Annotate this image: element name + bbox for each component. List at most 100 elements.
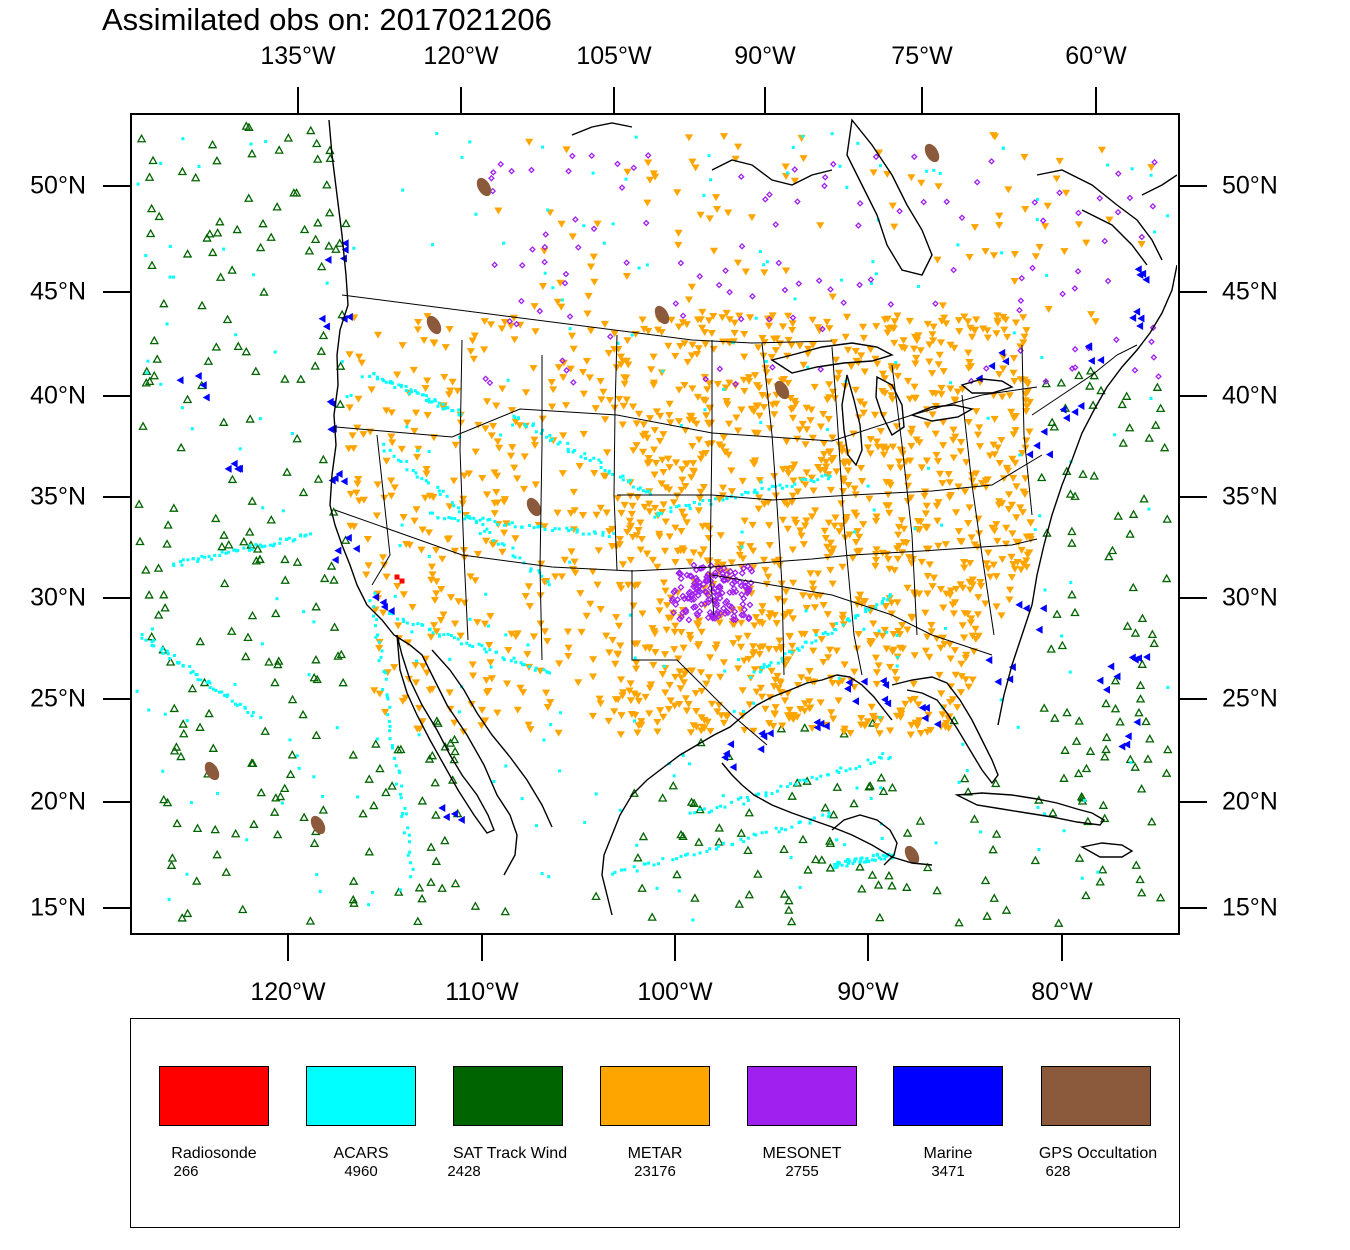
acars-marker bbox=[851, 862, 855, 866]
left-tick bbox=[103, 185, 130, 187]
metar-marker bbox=[553, 509, 562, 517]
mesonet-marker bbox=[1056, 189, 1063, 197]
metar-marker bbox=[886, 727, 895, 735]
sat-track-wind-marker bbox=[178, 719, 188, 728]
metar-marker bbox=[830, 522, 839, 530]
metar-marker bbox=[481, 717, 490, 725]
acars-marker bbox=[288, 738, 292, 742]
gps-occultation-marker bbox=[426, 315, 442, 335]
metar-marker bbox=[411, 679, 421, 687]
sat-track-wind-marker bbox=[1131, 860, 1141, 869]
acars-marker bbox=[575, 530, 579, 534]
sat-track-wind-marker bbox=[266, 515, 276, 524]
mesonet-marker bbox=[685, 616, 693, 624]
acars-marker bbox=[707, 810, 711, 814]
metar-marker bbox=[547, 379, 556, 387]
acars-marker bbox=[161, 769, 165, 773]
metar-marker bbox=[675, 386, 684, 394]
acars-marker bbox=[775, 789, 779, 793]
metar-marker bbox=[1019, 488, 1028, 496]
lat-label-left: 20°N bbox=[30, 787, 86, 816]
acars-marker bbox=[390, 744, 394, 748]
metar-marker bbox=[633, 729, 642, 737]
sat-track-wind-marker bbox=[448, 775, 458, 784]
metar-marker bbox=[411, 409, 421, 417]
acars-marker bbox=[754, 833, 758, 837]
metar-marker bbox=[667, 316, 676, 324]
metar-marker bbox=[934, 542, 943, 550]
gps-occultation-marker bbox=[654, 305, 670, 325]
metar-marker bbox=[956, 448, 965, 456]
acars-marker bbox=[1043, 588, 1047, 592]
metar-marker bbox=[567, 548, 576, 556]
mesonet-marker bbox=[542, 231, 550, 238]
marine-marker bbox=[1107, 662, 1115, 671]
acars-marker bbox=[171, 562, 175, 566]
acars-marker bbox=[551, 529, 555, 533]
metar-marker bbox=[612, 614, 621, 622]
acars-marker bbox=[427, 449, 431, 453]
metar-marker bbox=[628, 403, 638, 411]
metar-marker bbox=[953, 388, 962, 396]
metar-marker bbox=[957, 673, 966, 681]
metar-marker bbox=[1022, 403, 1031, 411]
acars-marker bbox=[527, 665, 531, 669]
sat-track-wind-marker bbox=[182, 249, 193, 258]
metar-marker bbox=[816, 222, 825, 230]
metar-marker bbox=[889, 630, 898, 638]
map-title: Assimilated obs on: 2017021206 bbox=[102, 2, 552, 37]
acars-marker bbox=[804, 478, 808, 482]
acars-marker bbox=[397, 383, 401, 387]
marine-marker bbox=[758, 729, 766, 738]
metar-marker bbox=[935, 470, 945, 478]
sat-track-wind-marker bbox=[884, 870, 894, 880]
acars-marker bbox=[547, 583, 551, 587]
metar-marker bbox=[876, 427, 885, 435]
acars-marker bbox=[159, 382, 163, 386]
mesonet-marker bbox=[719, 570, 727, 578]
mesonet-marker bbox=[720, 604, 728, 612]
metar-marker bbox=[487, 675, 496, 683]
acars-marker bbox=[846, 861, 850, 865]
acars-marker bbox=[506, 378, 510, 382]
mesonet-marker bbox=[692, 574, 700, 582]
acars-marker bbox=[591, 171, 595, 175]
metar-marker bbox=[354, 395, 363, 403]
metar-marker bbox=[634, 527, 643, 534]
sat-track-wind-marker bbox=[247, 758, 257, 767]
acars-marker bbox=[411, 623, 415, 627]
mesonet-marker bbox=[1017, 297, 1025, 304]
metar-marker bbox=[837, 500, 846, 508]
bottom-lon-label: 100°W bbox=[637, 978, 713, 1006]
metar-marker bbox=[697, 628, 706, 636]
metar-marker bbox=[807, 513, 817, 521]
metar-marker bbox=[471, 448, 480, 456]
acars-marker bbox=[1149, 396, 1153, 400]
metar-marker bbox=[507, 407, 517, 415]
metar-marker bbox=[1022, 557, 1031, 565]
metar-marker bbox=[960, 610, 969, 617]
acars-marker bbox=[278, 541, 282, 545]
sat-track-wind-marker bbox=[138, 421, 148, 430]
metar-marker bbox=[821, 458, 831, 466]
metar-marker bbox=[965, 359, 974, 366]
metar-marker bbox=[783, 501, 792, 509]
acars-marker bbox=[399, 383, 403, 387]
acars-marker bbox=[167, 897, 171, 901]
mesonet-marker bbox=[728, 580, 736, 588]
bottom-lon-label: 80°W bbox=[1031, 978, 1093, 1006]
metar-marker bbox=[665, 486, 674, 494]
metar-marker bbox=[1011, 319, 1021, 327]
sat-track-wind-marker bbox=[187, 683, 198, 693]
mesonet-marker bbox=[730, 585, 738, 593]
marine-marker bbox=[457, 815, 465, 824]
acars-marker bbox=[602, 241, 606, 245]
acars-marker bbox=[865, 857, 869, 861]
metar-marker bbox=[521, 389, 531, 397]
acars-marker bbox=[452, 504, 456, 508]
mesonet-marker bbox=[508, 167, 515, 175]
acars-marker bbox=[260, 642, 264, 646]
metar-marker bbox=[901, 458, 911, 466]
gps-occultation-marker bbox=[526, 497, 542, 517]
metar-marker bbox=[1060, 248, 1069, 256]
